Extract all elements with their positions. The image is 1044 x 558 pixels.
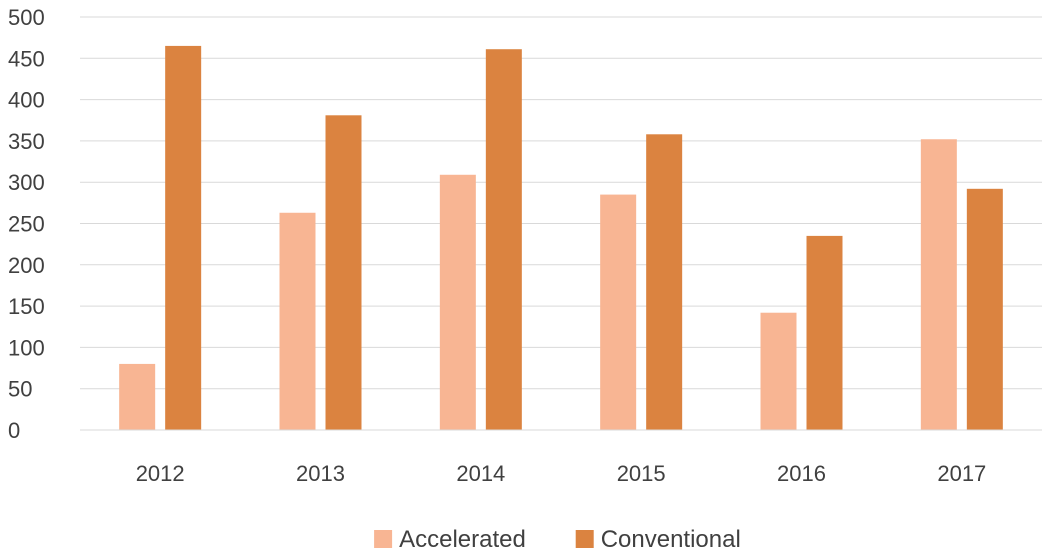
x-tick-label: 2012 — [136, 461, 185, 486]
bar-accelerated-2017 — [920, 139, 957, 431]
bar-accelerated-2012 — [119, 363, 156, 430]
y-tick-label: 50 — [8, 377, 32, 402]
bar-accelerated-2014 — [439, 174, 476, 430]
gridlines — [80, 16, 1042, 390]
legend: Accelerated Conventional — [374, 526, 741, 553]
x-tick-label: 2013 — [296, 461, 345, 486]
y-tick-label: 350 — [8, 129, 45, 154]
y-tick-label: 500 — [8, 5, 45, 30]
bar-accelerated-2016 — [760, 312, 797, 430]
bar-conventional-2015 — [646, 134, 683, 431]
y-tick-label: 250 — [8, 212, 45, 237]
bar-accelerated-2015 — [600, 194, 637, 430]
x-tick-label: 2017 — [937, 461, 986, 486]
x-tick-label: 2015 — [617, 461, 666, 486]
bar-conventional-2012 — [165, 45, 202, 430]
y-axis-tick-labels: 0 50 100 150 200 250 300 350 400 450 500 — [8, 5, 45, 443]
x-axis-tick-labels: 2012 2013 2014 2015 2016 2017 — [136, 461, 987, 486]
bar-accelerated-2013 — [279, 212, 316, 430]
y-tick-label: 400 — [8, 88, 45, 113]
bar-conventional-2014 — [485, 49, 522, 431]
legend-label-accelerated: Accelerated — [399, 526, 526, 553]
bar-conventional-2016 — [806, 235, 843, 430]
y-tick-label: 100 — [8, 335, 45, 360]
bar-conventional-2017 — [966, 188, 1003, 430]
x-tick-label: 2016 — [777, 461, 826, 486]
y-tick-label: 150 — [8, 294, 45, 319]
legend-swatch-conventional — [575, 530, 594, 548]
x-tick-label: 2014 — [456, 461, 505, 486]
y-tick-label: 0 — [8, 418, 20, 443]
legend-label-conventional: Conventional — [601, 526, 741, 553]
legend-swatch-accelerated — [374, 530, 393, 548]
y-tick-label: 200 — [8, 253, 45, 278]
y-tick-label: 450 — [8, 46, 45, 71]
bar-conventional-2013 — [325, 115, 362, 430]
y-tick-label: 300 — [8, 170, 45, 195]
bars — [119, 45, 1003, 431]
